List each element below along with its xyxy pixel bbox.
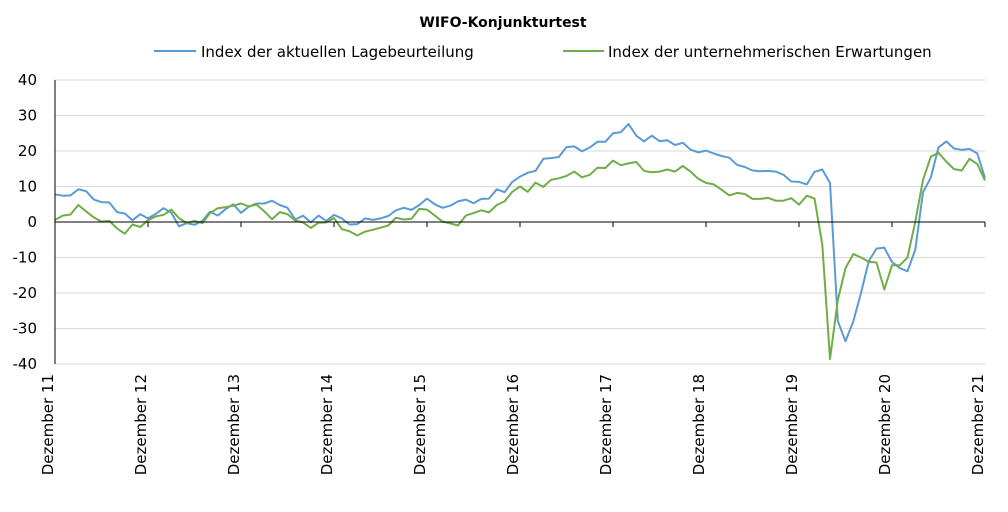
legend-label-erwartungen: Index der unternehmerischen Erwartungen <box>608 43 932 61</box>
x-axis <box>54 80 986 364</box>
y-tick-label: -10 <box>13 249 38 267</box>
series-line-lage <box>54 123 986 343</box>
x-tick-label: Dezember 15 <box>411 374 429 475</box>
y-tick-label: 40 <box>18 71 37 89</box>
x-tick-label: Dezember 14 <box>318 374 336 475</box>
series-lines <box>54 123 986 360</box>
y-tick-label: 20 <box>18 142 37 160</box>
x-axis-ticks: Dezember 11 Dezember 12 Dezember 13 Dezembe… <box>39 374 987 475</box>
x-tick-label: Dezember 21 <box>969 374 987 475</box>
x-tick-label: Dezember 19 <box>783 374 801 475</box>
y-tick-label: 0 <box>27 213 37 231</box>
x-tick-label: Dezember 20 <box>876 374 894 475</box>
x-tick-label: Dezember 16 <box>504 374 522 475</box>
y-tick-label: 30 <box>18 107 37 125</box>
y-axis-ticks: 40 30 20 10 0 -10 -20 -30 -40 <box>13 71 38 373</box>
legend: Index der aktuellen Lagebeurteilung Inde… <box>154 43 932 61</box>
x-tick-label: Dezember 13 <box>225 374 243 475</box>
y-tick-label: 10 <box>18 178 37 196</box>
chart-title: WIFO-Konjunkturtest <box>419 15 587 31</box>
x-tick-label: Dezember 17 <box>597 374 615 475</box>
y-tick-label: -40 <box>13 355 38 373</box>
x-tick-label: Dezember 18 <box>690 374 708 475</box>
series-line-erwartungen <box>54 151 986 360</box>
x-tick-label: Dezember 12 <box>132 374 150 475</box>
legend-label-lage: Index der aktuellen Lagebeurteilung <box>201 43 474 61</box>
y-tick-label: -30 <box>13 320 38 338</box>
y-tick-label: -20 <box>13 284 38 302</box>
x-tick-label: Dezember 11 <box>39 374 57 475</box>
